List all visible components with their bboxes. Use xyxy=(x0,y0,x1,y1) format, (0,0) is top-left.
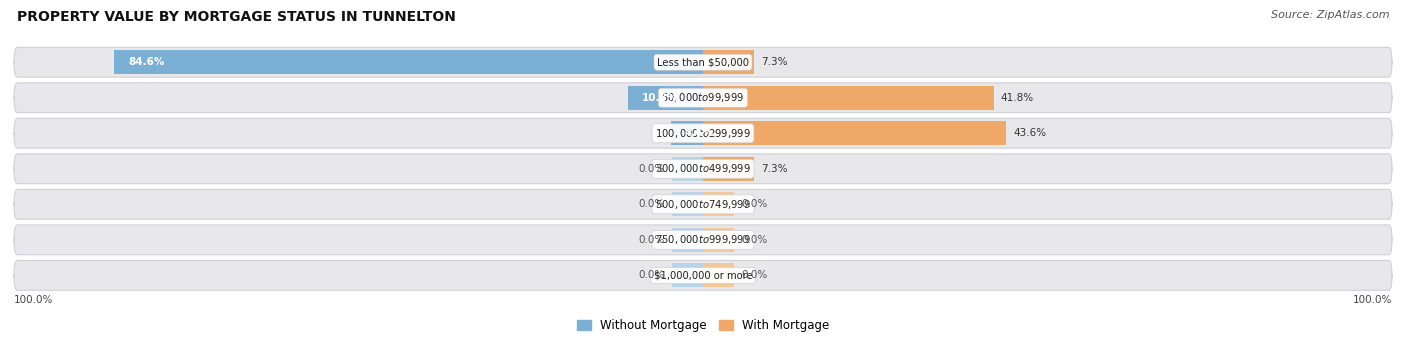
Legend: Without Mortgage, With Mortgage: Without Mortgage, With Mortgage xyxy=(572,314,834,337)
FancyBboxPatch shape xyxy=(14,47,1392,77)
Text: PROPERTY VALUE BY MORTGAGE STATUS IN TUNNELTON: PROPERTY VALUE BY MORTGAGE STATUS IN TUN… xyxy=(17,10,456,24)
Text: 0.0%: 0.0% xyxy=(638,235,665,245)
Bar xyxy=(672,228,703,252)
Text: $1,000,000 or more: $1,000,000 or more xyxy=(654,270,752,280)
Text: 0.0%: 0.0% xyxy=(638,199,665,209)
Text: Source: ZipAtlas.com: Source: ZipAtlas.com xyxy=(1271,10,1389,20)
FancyBboxPatch shape xyxy=(14,261,1392,290)
Text: $500,000 to $749,999: $500,000 to $749,999 xyxy=(655,198,751,211)
Bar xyxy=(703,86,994,110)
Bar xyxy=(703,263,734,287)
Bar xyxy=(703,121,1007,145)
Bar xyxy=(703,157,754,181)
Bar xyxy=(672,192,703,217)
Text: Less than $50,000: Less than $50,000 xyxy=(657,57,749,67)
Bar xyxy=(671,121,703,145)
Text: 100.0%: 100.0% xyxy=(1353,295,1392,305)
FancyBboxPatch shape xyxy=(14,154,1392,184)
Bar xyxy=(672,263,703,287)
FancyBboxPatch shape xyxy=(14,118,1392,148)
Text: $100,000 to $299,999: $100,000 to $299,999 xyxy=(655,127,751,140)
Text: 10.8%: 10.8% xyxy=(641,93,678,103)
Bar xyxy=(703,50,754,74)
Bar xyxy=(703,192,734,217)
Text: $300,000 to $499,999: $300,000 to $499,999 xyxy=(655,162,751,175)
Text: 0.0%: 0.0% xyxy=(638,270,665,280)
Bar xyxy=(703,228,734,252)
Text: $750,000 to $999,999: $750,000 to $999,999 xyxy=(655,233,751,246)
Bar xyxy=(114,50,703,74)
Bar xyxy=(672,157,703,181)
Text: 84.6%: 84.6% xyxy=(128,57,165,67)
Text: 7.3%: 7.3% xyxy=(761,164,787,174)
Text: 0.0%: 0.0% xyxy=(741,199,768,209)
Text: $50,000 to $99,999: $50,000 to $99,999 xyxy=(661,91,745,104)
FancyBboxPatch shape xyxy=(14,189,1392,219)
Text: 0.0%: 0.0% xyxy=(741,235,768,245)
Bar xyxy=(628,86,703,110)
FancyBboxPatch shape xyxy=(14,83,1392,113)
Text: 7.3%: 7.3% xyxy=(761,57,787,67)
Text: 43.6%: 43.6% xyxy=(1014,128,1046,138)
Text: 4.6%: 4.6% xyxy=(685,128,714,138)
Text: 0.0%: 0.0% xyxy=(638,164,665,174)
Text: 41.8%: 41.8% xyxy=(1001,93,1033,103)
Text: 0.0%: 0.0% xyxy=(741,270,768,280)
FancyBboxPatch shape xyxy=(14,225,1392,255)
Text: 100.0%: 100.0% xyxy=(14,295,53,305)
